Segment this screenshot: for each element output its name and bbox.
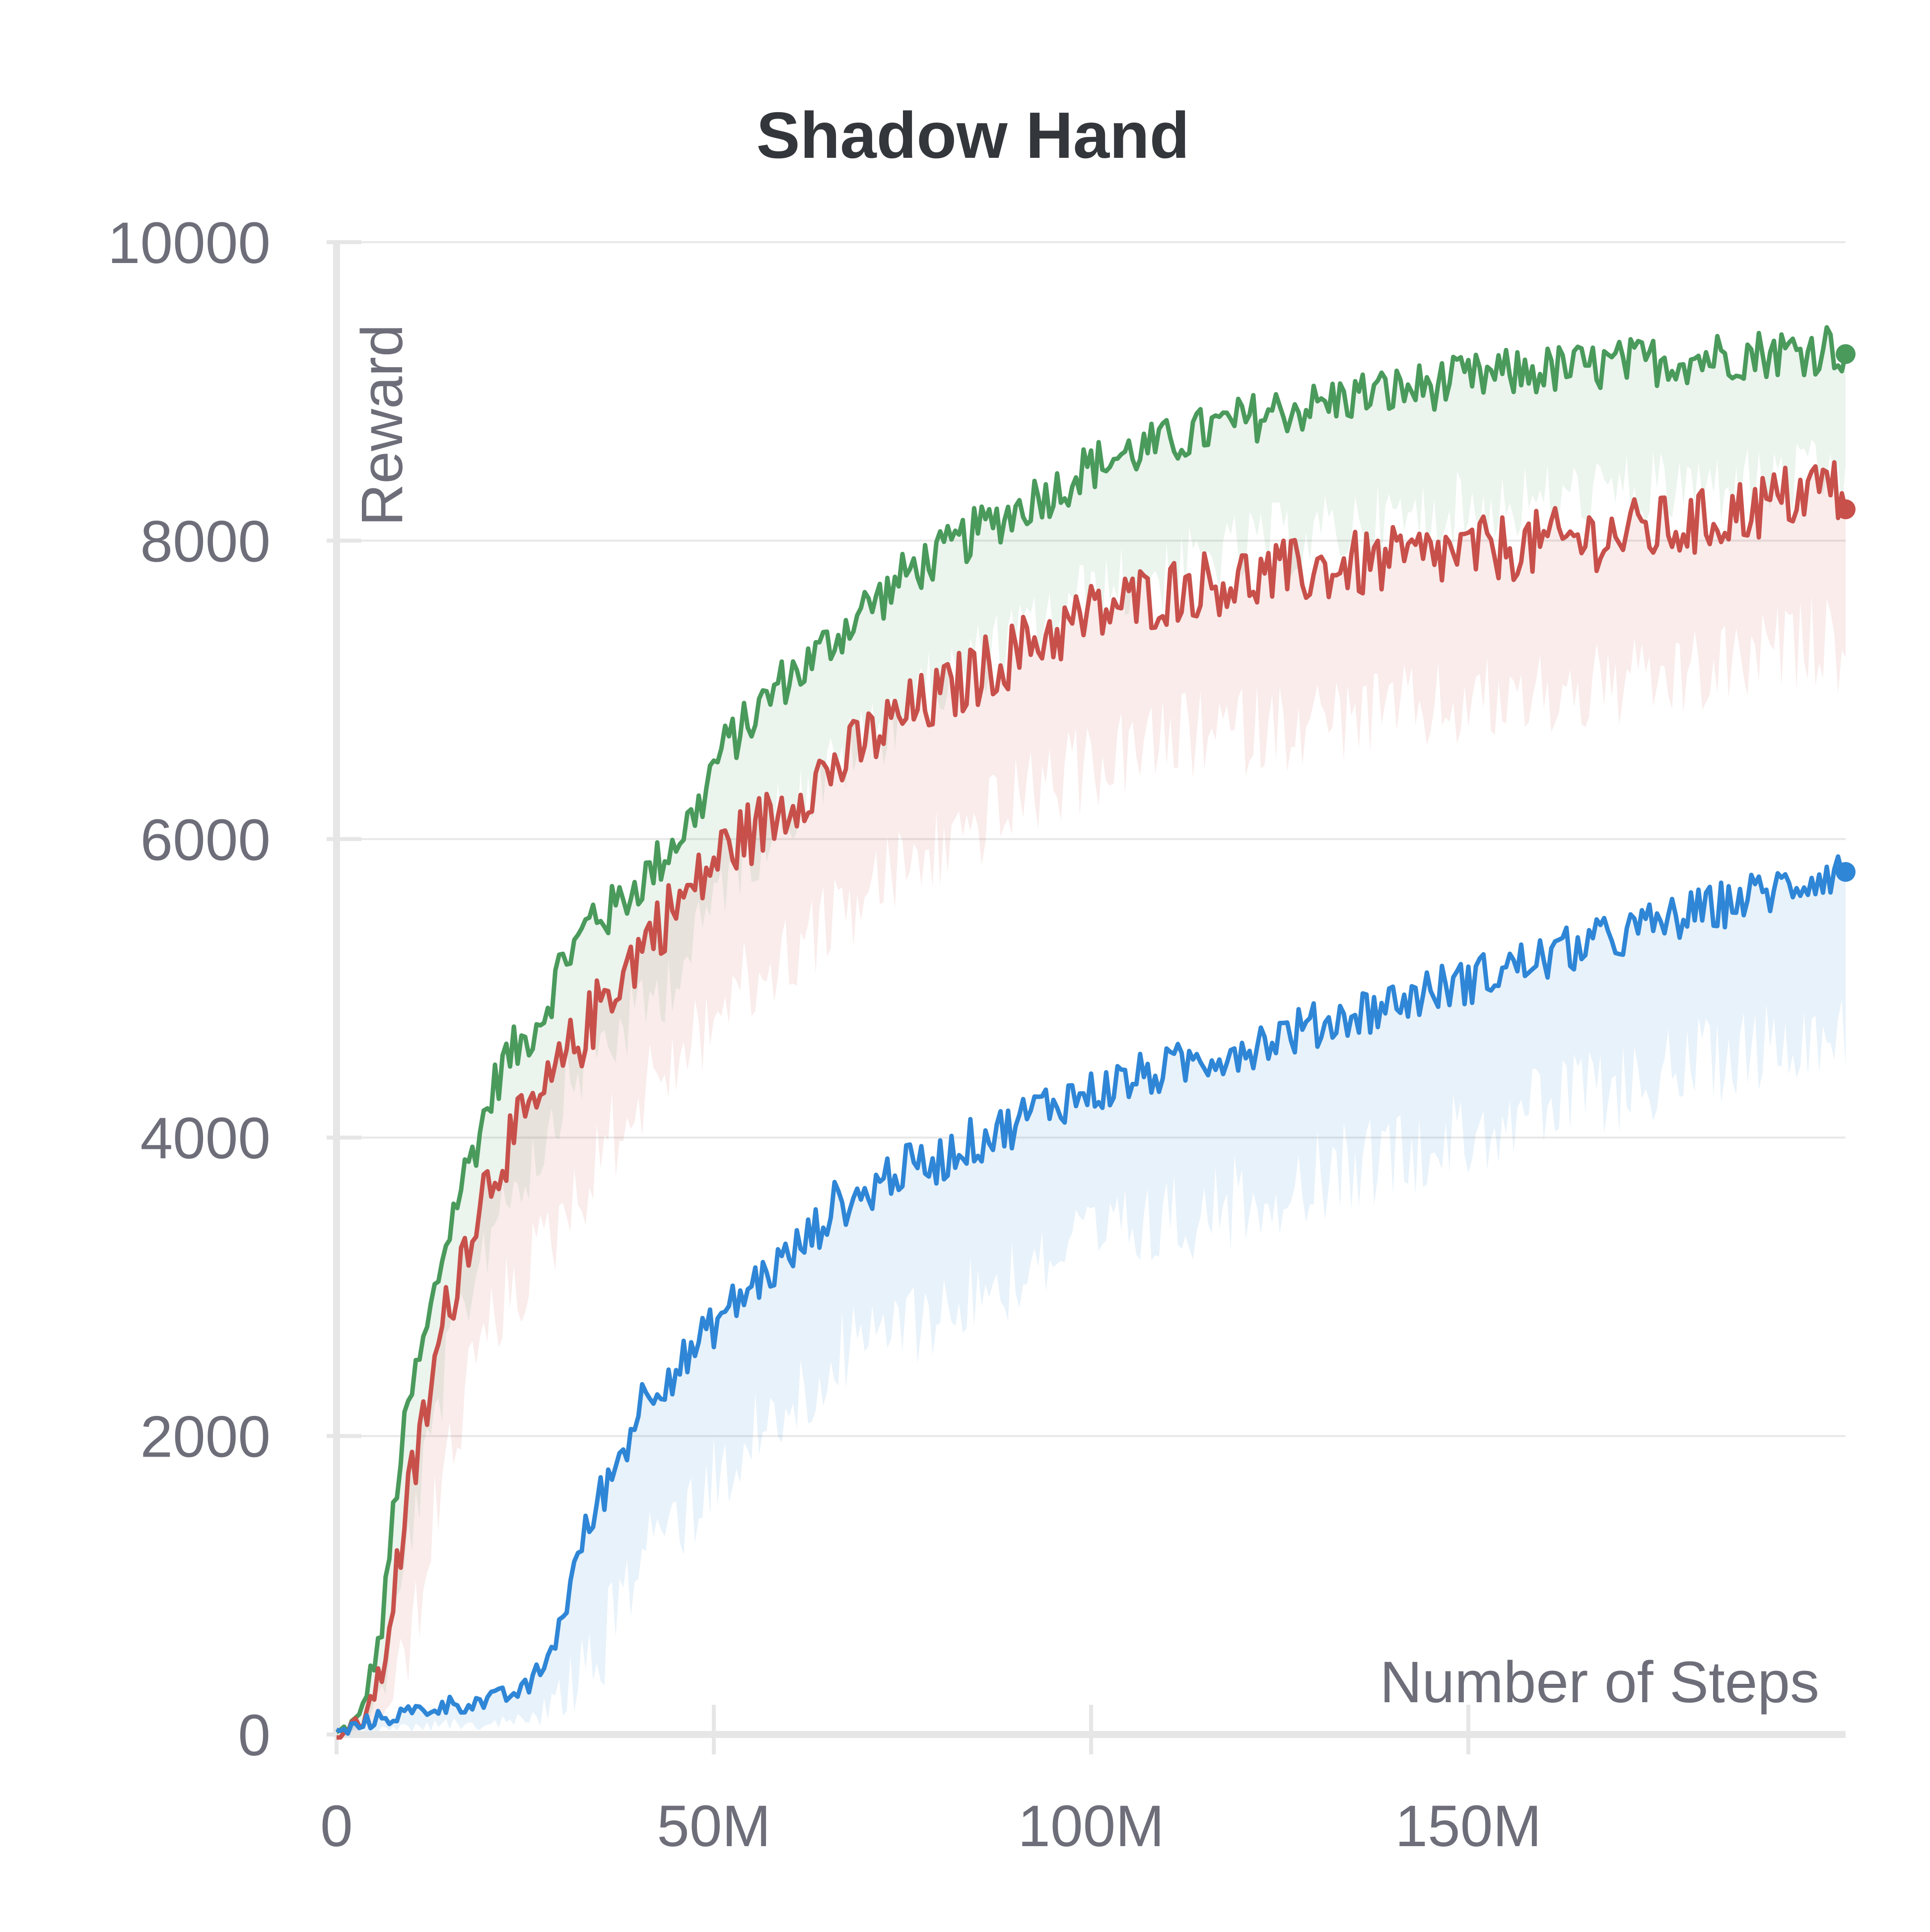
series-lines (335, 325, 1848, 1740)
series-end-marker (1836, 499, 1856, 520)
x-tick-label: 150M (1395, 1794, 1541, 1859)
end-markers (1836, 344, 1856, 882)
y-tick-label: 0 (238, 1703, 271, 1768)
series-line (335, 325, 1848, 1735)
y-tick-label: 2000 (140, 1404, 271, 1470)
series-band (337, 856, 1846, 1734)
ticks: 0 2000 4000 6000 8000 10000 0 50M 100M 150M (108, 210, 1542, 1859)
series-end-marker (1836, 344, 1856, 364)
chart-title: Shadow Hand (757, 99, 1190, 172)
series-line (336, 854, 1846, 1736)
series-end-marker (1836, 862, 1856, 882)
y-axis-title: Reward (349, 324, 415, 526)
x-tick-label: 100M (1018, 1794, 1164, 1859)
x-axis-title: Number of Steps (1380, 1650, 1819, 1715)
series-band (337, 462, 1846, 1738)
variance-bands (337, 327, 1846, 1738)
series-band (337, 327, 1846, 1734)
x-tick-label: 0 (320, 1794, 353, 1859)
y-tick-label: 4000 (140, 1106, 271, 1171)
y-tick-label: 10000 (108, 210, 271, 276)
x-tick-label: 50M (657, 1794, 771, 1859)
series-line (337, 460, 1848, 1740)
y-tick-label: 8000 (140, 509, 271, 574)
y-tick-label: 6000 (140, 807, 271, 873)
